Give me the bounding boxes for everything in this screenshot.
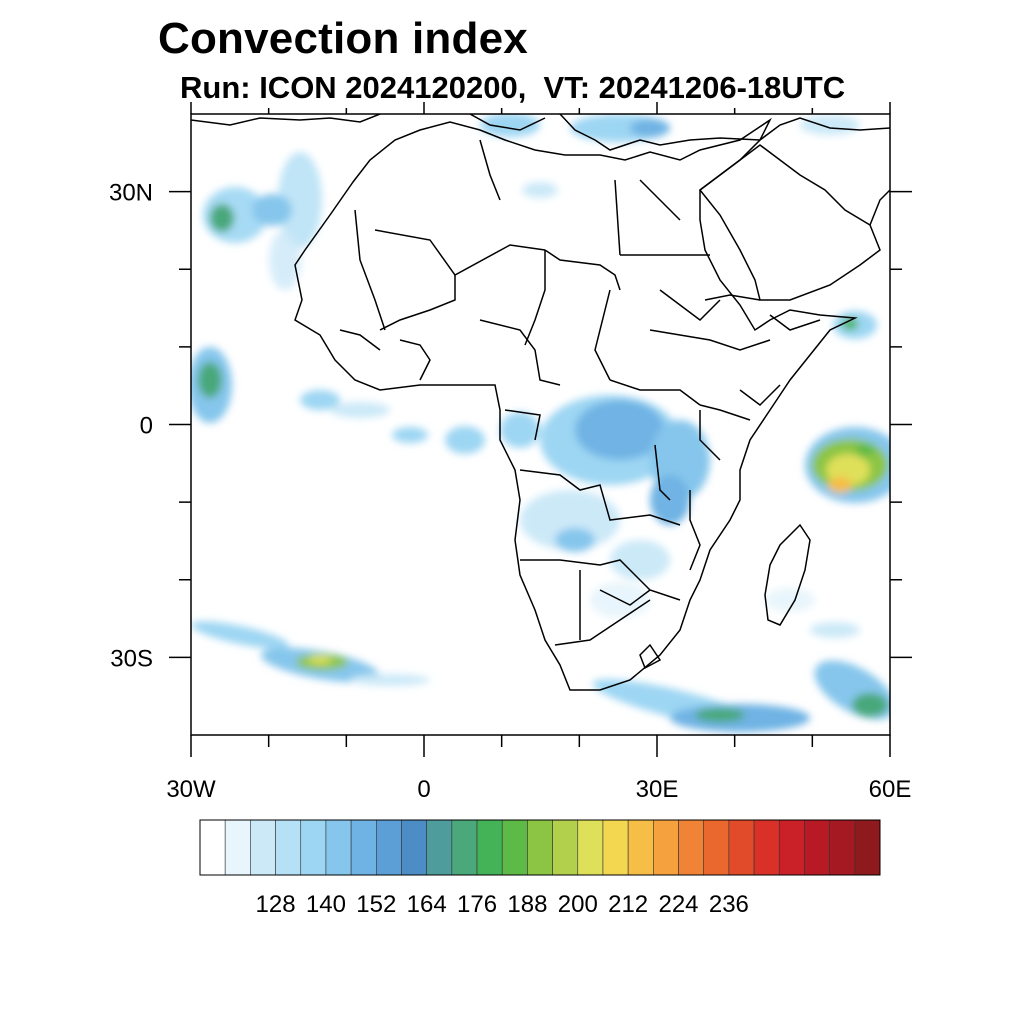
colorbar-box — [527, 819, 553, 876]
colorbar-label: 128 — [256, 891, 296, 918]
lon-tick-label: 30E — [636, 776, 679, 803]
colorbar-box — [577, 819, 604, 876]
colorbar-box — [703, 819, 730, 876]
colorbar-box — [350, 819, 377, 876]
colorbar-label: 140 — [306, 891, 346, 918]
colorbar-label: 176 — [457, 891, 497, 918]
lon-tick-label: 60E — [869, 776, 912, 803]
colorbar-box — [653, 819, 679, 876]
colorbar-label: 152 — [356, 891, 396, 918]
map-axes: 30W 0 30E 60E 30N 0 30S — [109, 102, 912, 803]
colorbar-box — [224, 819, 251, 876]
colorbar-label: 188 — [507, 891, 547, 918]
coastlines — [191, 114, 890, 691]
colorbar-box — [854, 819, 881, 876]
colorbar-label: 224 — [658, 891, 698, 918]
colorbar-box — [753, 819, 780, 876]
colorbar-box — [829, 819, 856, 876]
colorbar-box — [325, 819, 352, 876]
colorbar-box — [501, 819, 528, 876]
colorbar-box — [476, 819, 503, 876]
colorbar-box — [300, 819, 327, 876]
colorbar-box — [552, 819, 579, 876]
colorbar-label: 164 — [407, 891, 447, 918]
colorbar-box — [426, 819, 453, 876]
colorbar: 128 140 152 164 176 188 200 212 224 236 — [199, 819, 881, 918]
colorbar-label: 200 — [558, 891, 598, 918]
colorbar-box — [451, 819, 478, 876]
colorbar-label: 212 — [608, 891, 648, 918]
colorbar-box — [678, 819, 705, 876]
colorbar-label: 236 — [709, 891, 749, 918]
lon-tick-label: 30W — [166, 776, 216, 803]
lon-tick-label: 0 — [417, 776, 430, 803]
map-title: Convection index — [158, 14, 528, 63]
colorbar-box — [199, 819, 226, 876]
colorbar-box — [627, 819, 654, 876]
lat-tick-label: 30N — [109, 180, 153, 207]
colorbar-outline — [199, 819, 881, 876]
lat-tick-label: 0 — [140, 413, 153, 440]
colorbar-box — [401, 819, 427, 876]
colorbar-box — [602, 819, 629, 876]
colorbar-box — [375, 819, 402, 876]
colorbar-box — [804, 819, 830, 876]
colorbar-box — [275, 819, 302, 876]
colorbar-box — [728, 819, 755, 876]
colorbar-box — [250, 819, 276, 876]
convection-field — [191, 114, 890, 732]
colorbar-box — [778, 819, 805, 876]
lat-tick-label: 30S — [110, 645, 153, 672]
map-subtitle: Run: ICON 2024120200, VT: 20241206-18UTC — [180, 70, 846, 105]
